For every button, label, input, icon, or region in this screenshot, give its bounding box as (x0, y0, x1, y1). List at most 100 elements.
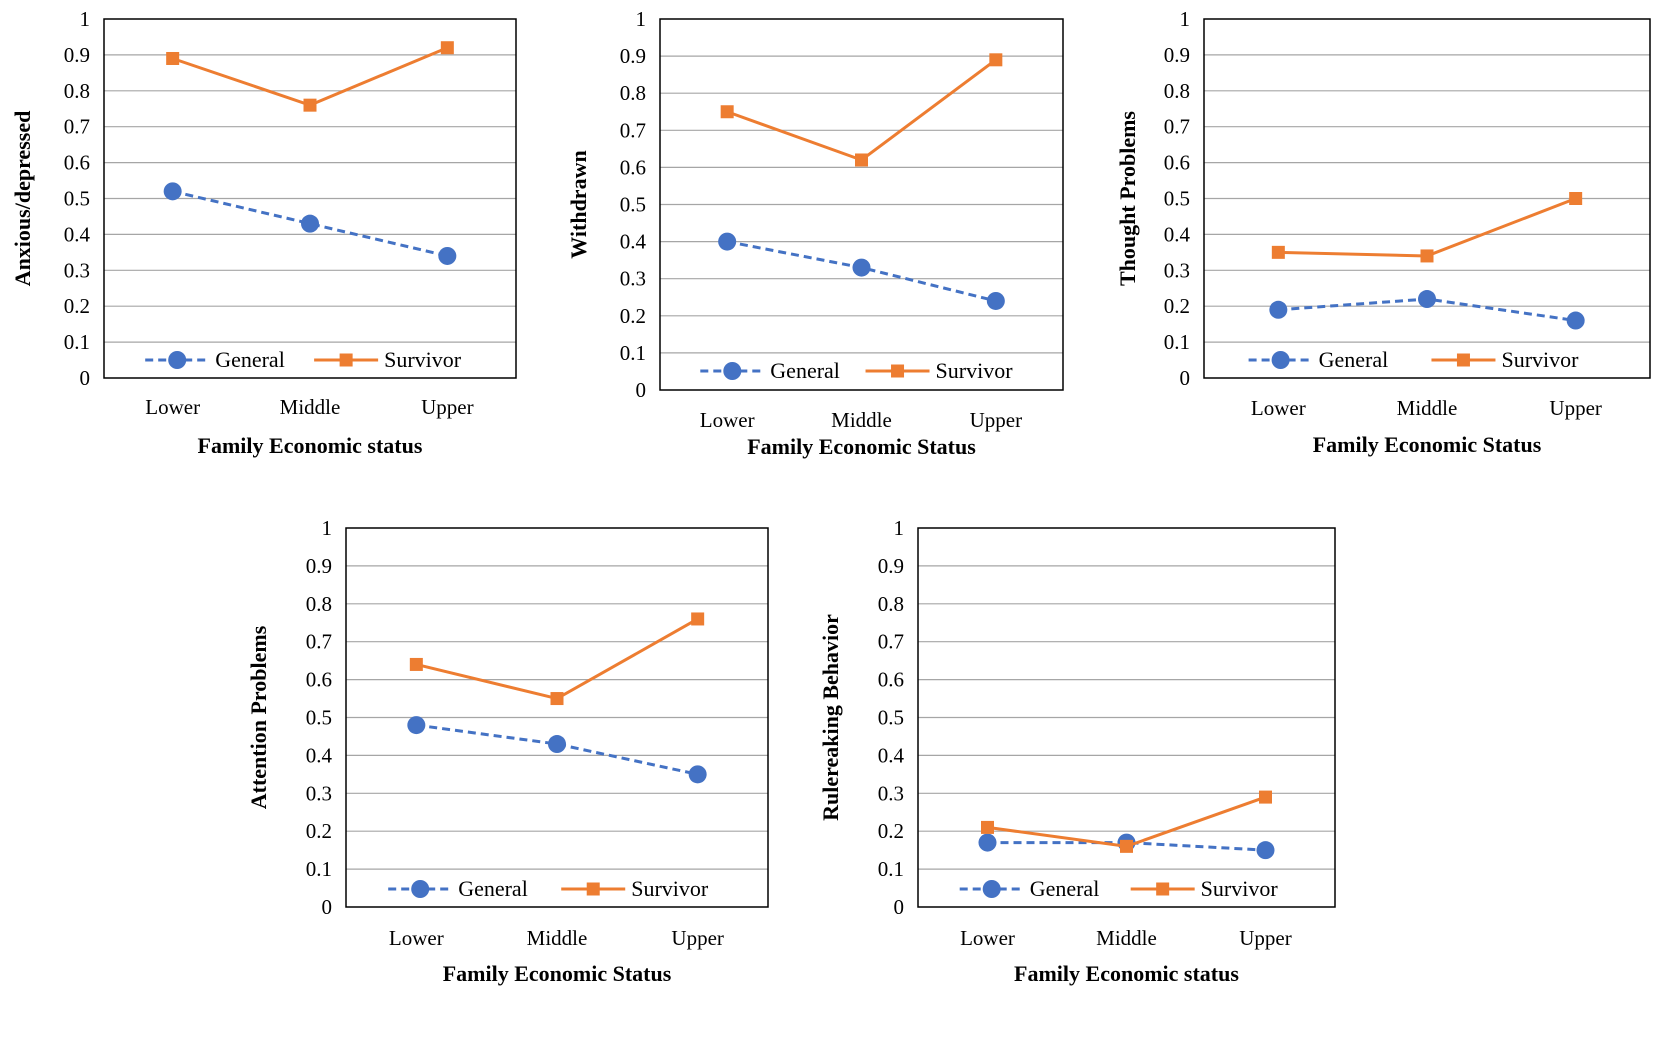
data-point-general (1566, 311, 1585, 330)
y-tick-label: 1 (322, 516, 333, 540)
x-axis-title: Family Economic status (1014, 961, 1239, 986)
data-point-survivor (409, 657, 423, 671)
plot-frame (659, 18, 1064, 391)
x-tick-label: Lower (1251, 396, 1306, 420)
x-tick-label: Middle (280, 395, 341, 419)
series-line-general (416, 723, 698, 776)
y-tick-label: 0 (80, 366, 91, 390)
x-tick-label: Upper (1239, 926, 1291, 950)
y-tick-label: 0.8 (878, 592, 904, 616)
y-tick-label: 0.8 (306, 592, 332, 616)
y-tick-label: 0.8 (64, 79, 90, 103)
y-tick-label: 0 (322, 895, 333, 919)
y-axis-title: Thought Problems (1115, 111, 1140, 286)
legend-label-general: General (770, 358, 840, 383)
y-axis-title: Attention Problems (246, 625, 271, 809)
data-point-survivor (1569, 192, 1583, 205)
y-tick-label: 0.7 (878, 630, 904, 654)
y-tick-label: 0.1 (306, 857, 332, 881)
plot-frame (345, 527, 769, 908)
y-tick-label: 0 (636, 378, 647, 402)
data-point-general (986, 291, 1005, 310)
data-point-general (718, 232, 737, 251)
legend-marker-general (1271, 351, 1290, 369)
data-point-general (407, 716, 426, 735)
x-tick-label: Lower (389, 926, 444, 950)
y-tick-label: 0.1 (620, 341, 646, 365)
legend-marker-survivor (891, 364, 905, 378)
y-tick-label: 0.9 (64, 43, 90, 67)
y-tick-label: 0.4 (878, 743, 905, 767)
x-tick-label: Middle (1096, 926, 1157, 950)
data-point-survivor (1271, 245, 1285, 259)
y-tick-label: 0.9 (878, 554, 904, 578)
y-axis-title: Anxious/depressed (10, 111, 35, 287)
plot-frame (1203, 18, 1651, 379)
y-tick-label: 0.3 (306, 781, 332, 805)
y-tick-label: 0.9 (620, 44, 646, 68)
y-tick-label: 0.6 (878, 668, 904, 692)
y-tick-label: 0.2 (1164, 294, 1190, 318)
series-line-survivor (415, 617, 699, 701)
y-tick-label: 0 (894, 895, 905, 919)
data-point-survivor (303, 98, 317, 112)
y-tick-label: 0.1 (64, 330, 90, 354)
legend-marker-general (168, 351, 187, 369)
y-axis-title: Rulereaking Behavior (818, 614, 843, 821)
y-tick-label: 0.6 (1164, 151, 1190, 175)
y-tick-label: 0.9 (1164, 43, 1190, 67)
data-point-survivor (989, 53, 1003, 67)
y-tick-label: 1 (80, 7, 91, 31)
y-tick-label: 0.7 (64, 115, 90, 139)
data-point-general (438, 246, 457, 265)
legend-label-general: General (215, 347, 285, 372)
chart-3: 0 0.1 0.2 0.3 0.4 0.5 0.6 0.7 0.8 0.9 1 Lower Middle… (1115, 7, 1651, 457)
y-tick-label: 0.2 (64, 294, 90, 318)
x-axis-title: Family Economic Status (1313, 432, 1542, 457)
data-point-general (163, 182, 182, 201)
y-tick-label: 0.1 (878, 857, 904, 881)
y-tick-label: 0.1 (1164, 330, 1190, 354)
series-line-survivor (172, 46, 448, 107)
data-point-general (1418, 290, 1436, 309)
legend-label-survivor: Survivor (936, 358, 1014, 383)
data-point-survivor (691, 612, 705, 626)
legend-label-survivor: Survivor (1201, 876, 1279, 901)
x-axis-title: Family Economic Status (747, 434, 976, 459)
legend-label-survivor: Survivor (631, 876, 709, 901)
legend-label-general: General (1030, 876, 1100, 901)
y-tick-label: 0.2 (878, 819, 904, 843)
y-tick-label: 1 (1180, 7, 1191, 31)
y-tick-label: 0.3 (64, 258, 90, 282)
chart-1: 0 0.1 0.2 0.3 0.4 0.5 0.6 0.7 0.8 0.9 1 Lower Middle… (10, 7, 517, 458)
data-point-general (1256, 841, 1275, 860)
legend-label-survivor: Survivor (384, 347, 462, 372)
data-point-survivor (981, 820, 994, 834)
y-tick-label: 0.3 (620, 267, 646, 291)
y-tick-label: 0.8 (620, 81, 646, 105)
data-point-survivor (1120, 839, 1133, 853)
x-tick-label: Lower (960, 926, 1015, 950)
series-line-general (987, 841, 1266, 852)
data-point-survivor (720, 105, 734, 119)
x-axis-title: Family Economic status (198, 433, 423, 458)
y-tick-label: 0.4 (1164, 222, 1191, 246)
y-tick-label: 0.4 (620, 230, 647, 254)
y-tick-label: 0.4 (64, 222, 91, 246)
x-tick-label: Middle (831, 408, 892, 432)
legend-marker-general (723, 362, 742, 380)
x-tick-label: Lower (700, 408, 755, 432)
legend-label-general: General (1319, 347, 1389, 372)
x-tick-label: Lower (145, 395, 200, 419)
y-tick-label: 0.5 (620, 193, 646, 217)
y-tick-label: 0.9 (306, 554, 332, 578)
legend-label-survivor: Survivor (1501, 347, 1579, 372)
chart-2: 0 0.1 0.2 0.3 0.4 0.5 0.6 0.7 0.8 0.9 1 Lower Middle… (566, 7, 1064, 459)
legend-marker-general (982, 880, 1001, 898)
y-tick-label: 0.5 (64, 187, 90, 211)
y-tick-label: 0.6 (620, 155, 646, 179)
y-tick-label: 0.3 (878, 781, 904, 805)
y-tick-label: 0.5 (306, 706, 332, 730)
data-point-survivor (855, 153, 868, 167)
